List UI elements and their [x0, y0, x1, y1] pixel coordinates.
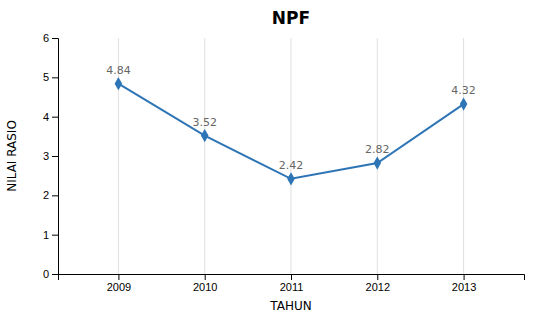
tick-mark	[52, 117, 58, 118]
point	[201, 129, 209, 142]
tick-label: 2012	[366, 281, 390, 293]
data-label: 3.52	[192, 116, 217, 129]
tick-mark	[291, 274, 292, 280]
tick-mark	[118, 274, 119, 280]
axis-line	[52, 39, 59, 275]
tick-mark	[52, 195, 58, 196]
data-label: 4.84	[106, 64, 131, 77]
tick: 3	[43, 150, 58, 162]
data-label: 4.32	[451, 84, 476, 97]
plot: 2009 2010 2011 2012 2013 0 1 2 3 4 5 6 4.84 3.52 2.42 2…	[43, 32, 525, 293]
tick: 6	[43, 32, 58, 44]
point	[287, 172, 295, 185]
tick-label: 2010	[193, 281, 217, 293]
tick-mark	[52, 156, 58, 157]
tick-mark	[464, 274, 465, 280]
tick: 2013	[452, 274, 476, 293]
tick: 2011	[280, 274, 304, 293]
chart-container: 2009 2010 2011 2012 2013 0 1 2 3 4 5 6 4.84 3.52 2.42 2…	[0, 0, 544, 320]
axis-line	[59, 275, 525, 281]
tick-label: 2013	[452, 281, 476, 293]
tick-label: 1	[43, 229, 49, 241]
tick: 5	[43, 71, 58, 83]
data-label: 2.42	[279, 159, 304, 172]
grid-line	[291, 38, 292, 274]
data-labels: 4.84 3.52 2.42 2.82 4.32	[106, 64, 476, 172]
tick: 1	[43, 229, 58, 241]
y-axis: 0 1 2 3 4 5 6	[43, 32, 59, 280]
point	[373, 157, 381, 170]
tick: 2	[43, 189, 58, 201]
x-axis: 2009 2010 2011 2012 2013	[59, 274, 525, 293]
line	[118, 84, 463, 179]
tick-label: 6	[43, 32, 49, 44]
point	[460, 98, 468, 111]
tick-label: 2009	[107, 281, 131, 293]
tick-mark	[52, 38, 58, 39]
data-label: 2.82	[365, 143, 390, 156]
chart: 2009 2010 2011 2012 2013 0 1 2 3 4 5 6 4.84 3.52 2.42 2…	[0, 0, 544, 320]
y-axis-title: NILAI RASIO	[5, 120, 19, 192]
tick-label: 3	[43, 150, 49, 162]
grid-line	[204, 38, 205, 274]
tick-mark	[52, 274, 58, 275]
tick-label: 2011	[280, 281, 304, 293]
title: NPF	[272, 8, 310, 28]
tick: 2012	[366, 274, 390, 293]
tick-label: 2	[43, 189, 49, 201]
tick-label: 4	[43, 111, 49, 123]
tick-label: 5	[43, 71, 49, 83]
series	[115, 77, 468, 185]
grid	[118, 38, 463, 274]
tick: 0	[43, 268, 58, 280]
tick: 2009	[107, 274, 131, 293]
grid-line	[463, 38, 464, 274]
tick: 4	[43, 111, 58, 123]
tick-label: 0	[43, 268, 49, 280]
tick: 2010	[193, 274, 217, 293]
x-axis-title: TAHUN	[269, 299, 311, 313]
tick-mark	[205, 274, 206, 280]
tick-mark	[52, 77, 58, 78]
tick-mark	[377, 274, 378, 280]
point	[115, 77, 123, 90]
tick-mark	[52, 235, 58, 236]
